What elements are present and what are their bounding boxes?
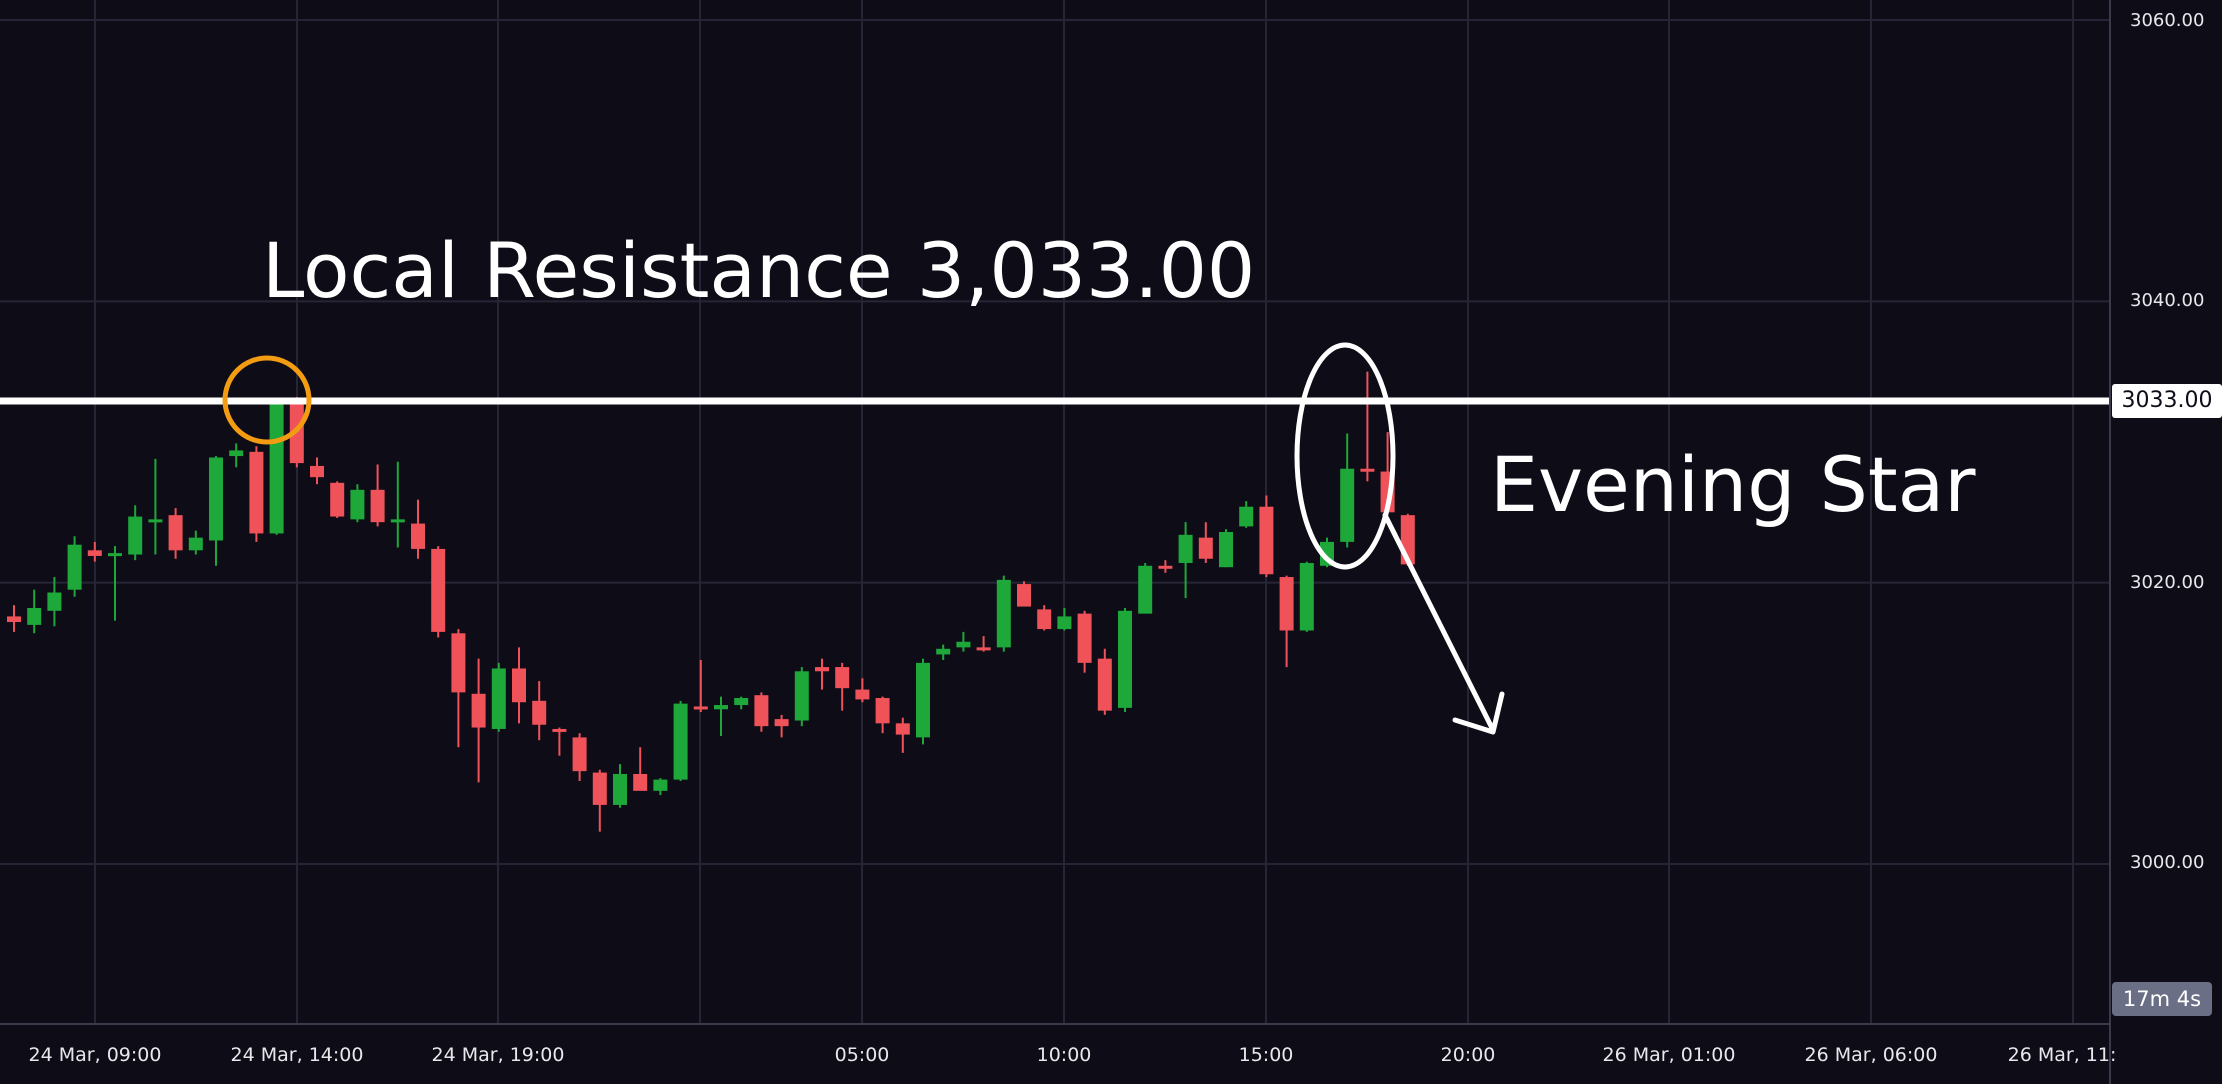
candle-body [895, 723, 910, 735]
x-tick-label: 24 Mar, 09:00 [28, 1044, 162, 1066]
candle-body [269, 399, 284, 534]
candle-body [1057, 616, 1072, 630]
candle-body [108, 553, 122, 557]
candle-body [7, 616, 21, 623]
candle-body [168, 515, 183, 551]
candle-body [774, 719, 789, 727]
grid [0, 0, 2110, 1024]
candle-body [693, 706, 708, 710]
candle-body [471, 693, 486, 728]
candle-body [1198, 537, 1213, 559]
candle-body [976, 647, 991, 651]
candle-body [1340, 468, 1355, 542]
candle-body [1138, 565, 1153, 614]
candle-body [1259, 506, 1274, 575]
candle-body [330, 482, 345, 517]
candle-body [916, 662, 930, 738]
candle-body [1279, 577, 1294, 631]
candle-body [87, 550, 102, 556]
candle-body [27, 607, 42, 625]
candle-body [1118, 610, 1132, 708]
candle-body [835, 667, 850, 689]
candle-body [855, 689, 870, 700]
candle-body [512, 668, 526, 703]
candle-body [875, 698, 890, 724]
candle-body [592, 772, 607, 805]
x-tick-label: 26 Mar, 01:00 [1602, 1044, 1736, 1066]
evening-star-ellipse [1294, 342, 1396, 570]
candle-body [613, 773, 627, 805]
x-tick-label: 20:00 [1440, 1044, 1496, 1066]
bar-countdown: 17m 4s [2112, 982, 2212, 1016]
y-tick-label: 3000.00 [2130, 852, 2205, 873]
candle-body [936, 648, 951, 655]
candle-body [249, 451, 264, 534]
x-tick-label: 26 Mar, 11: [2007, 1044, 2117, 1066]
current-price-label: 3033.00 [2112, 384, 2222, 418]
candle-body [734, 698, 749, 706]
candle-body [956, 641, 971, 648]
candle-body [451, 633, 466, 693]
candle-body [1077, 613, 1092, 663]
candle-body [794, 671, 809, 721]
candle-body [996, 579, 1011, 648]
candle-body [1037, 609, 1052, 630]
candle-body [1299, 562, 1314, 631]
candle-body [815, 667, 829, 672]
candle-body [47, 592, 62, 611]
candle-body [1178, 534, 1193, 563]
candle-body [754, 695, 769, 727]
candle-body [229, 450, 244, 457]
down-arrow [1382, 512, 1505, 735]
candle-body [390, 519, 405, 523]
x-tick-label: 26 Mar, 06:00 [1804, 1044, 1938, 1066]
candle-body [128, 516, 143, 555]
candle-body [653, 779, 668, 791]
candle-body [491, 668, 506, 729]
candle-body [633, 773, 648, 791]
candle-body [67, 544, 82, 590]
candle-body [431, 548, 446, 632]
candle-body [572, 737, 587, 772]
x-tick-label: 10:00 [1036, 1044, 1092, 1066]
candle-body [1219, 532, 1233, 568]
y-tick-label: 3040.00 [2130, 290, 2205, 311]
candle-body [350, 489, 365, 520]
candle-body [1017, 584, 1031, 607]
candle-body [1239, 506, 1254, 527]
x-tick-label: 05:00 [834, 1044, 890, 1066]
candle-body [714, 705, 728, 710]
candle-body [148, 519, 163, 523]
y-tick-label: 3060.00 [2130, 10, 2205, 31]
x-tick-label: 24 Mar, 14:00 [230, 1044, 364, 1066]
evening-star-annotation: Evening Star [1490, 440, 1976, 529]
candle-body [310, 465, 324, 478]
candle-body [532, 700, 547, 725]
candle-body [370, 489, 385, 523]
price-axis-panel [2110, 0, 2222, 1084]
x-tick-label: 15:00 [1238, 1044, 1294, 1066]
candle-body [552, 728, 567, 732]
candle-body [209, 457, 223, 541]
candle-body [188, 537, 203, 551]
y-tick-label: 3020.00 [2130, 572, 2205, 593]
candles [7, 371, 1415, 832]
candle-body [673, 703, 688, 780]
candle-body [1097, 658, 1112, 711]
resistance-annotation: Local Resistance 3,033.00 [262, 226, 1256, 315]
candle-body [411, 523, 425, 549]
x-tick-label: 24 Mar, 19:00 [431, 1044, 565, 1066]
resistance-highlight-circle [222, 355, 312, 445]
candle-body [1360, 468, 1375, 472]
candle-body [1158, 565, 1173, 569]
